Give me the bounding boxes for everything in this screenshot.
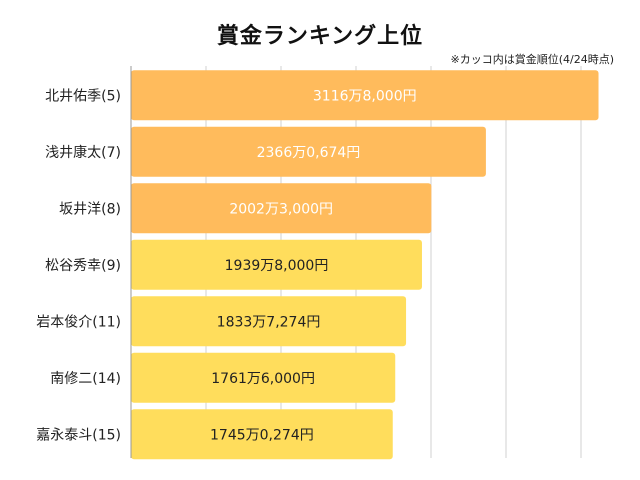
category-label: 坂井洋(8)	[59, 201, 121, 217]
value-label: 3116万8,000円	[313, 88, 417, 104]
category-label: 岩本俊介(11)	[36, 314, 121, 330]
category-label: 南修二(14)	[50, 371, 121, 387]
bar	[131, 126, 486, 177]
chart-note: ※カッコ内は賞金順位(4/24時点)	[450, 53, 614, 66]
bar	[131, 296, 407, 347]
bar	[131, 409, 393, 460]
value-label: 2002万3,000円	[229, 201, 333, 217]
bar	[131, 352, 396, 403]
chart-title: 賞金ランキング上位	[216, 24, 424, 49]
category-label: 嘉永泰斗(15)	[36, 427, 121, 443]
category-label: 松谷秀幸(9)	[45, 258, 121, 274]
category-label: 浅井康太(7)	[45, 144, 121, 161]
value-label: 1745万0,274円	[210, 427, 314, 443]
value-label: 1939万8,000円	[225, 258, 329, 274]
category-label: 北井佑季(5)	[45, 88, 121, 104]
value-label: 2366万0,674円	[257, 145, 361, 161]
bar	[131, 183, 432, 234]
value-label: 1761万6,000円	[211, 371, 315, 387]
bar	[131, 70, 599, 121]
value-label: 1833万7,274円	[217, 314, 321, 330]
bar	[131, 239, 422, 290]
